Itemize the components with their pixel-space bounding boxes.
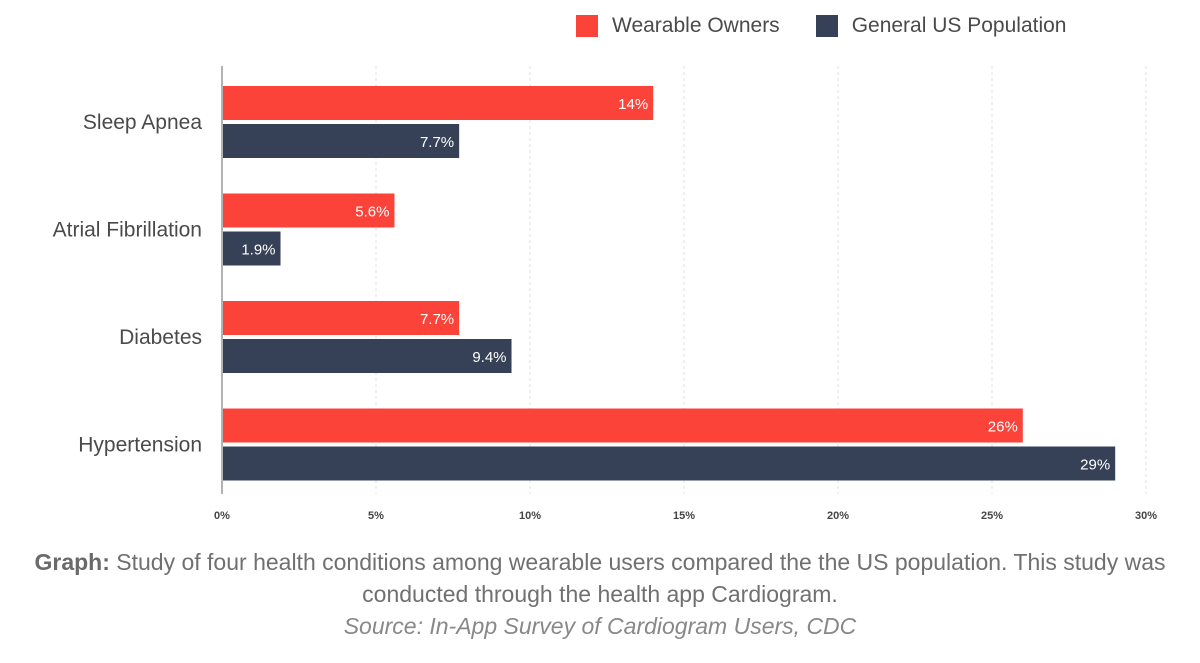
bar-value-label: 1.9% bbox=[241, 242, 275, 259]
y-category-label: Hypertension bbox=[78, 434, 202, 457]
caption-source: Source: In-App Survey of Cardiogram User… bbox=[343, 613, 857, 639]
bar-value-label: 26% bbox=[988, 419, 1018, 436]
legend-item-general-us-population: General US Population bbox=[815, 14, 1067, 38]
caption-lead: Graph: bbox=[34, 549, 110, 575]
bar bbox=[223, 339, 512, 373]
legend-label-general-us-population: General US Population bbox=[851, 14, 1067, 37]
bar-value-label: 14% bbox=[618, 96, 648, 113]
x-tick-label: 15% bbox=[673, 510, 695, 522]
x-tick-label: 0% bbox=[214, 510, 230, 522]
x-tick-label: 10% bbox=[519, 510, 541, 522]
bar-chart: 0% 5% 10% 15% 20% 25% 30% Sleep Apnea 14% 7.7% Atr… bbox=[53, 66, 1157, 522]
x-tick-label: 25% bbox=[981, 510, 1003, 522]
x-tick-label: 30% bbox=[1135, 510, 1157, 522]
caption-text: Study of four health conditions among we… bbox=[116, 549, 1166, 607]
legend-swatch-wearable-owners bbox=[576, 15, 598, 37]
y-category-label: Sleep Apnea bbox=[83, 111, 202, 134]
y-category-label: Atrial Fibrillation bbox=[53, 219, 202, 242]
legend-item-wearable-owners: Wearable Owners bbox=[576, 14, 780, 38]
bar-value-label: 7.7% bbox=[420, 134, 454, 151]
x-tick-label: 5% bbox=[368, 510, 384, 522]
legend-swatch-general-us-population bbox=[815, 15, 838, 37]
y-category-label: Diabetes bbox=[119, 326, 202, 349]
legend-label-wearable-owners: Wearable Owners bbox=[612, 14, 780, 37]
bar bbox=[223, 408, 1023, 443]
bar-value-label: 29% bbox=[1080, 457, 1110, 474]
bar bbox=[223, 301, 460, 335]
bar bbox=[223, 231, 281, 266]
caption: Graph: Study of four health conditions a… bbox=[0, 546, 1200, 642]
bar bbox=[223, 86, 654, 120]
bar-value-label: 9.4% bbox=[472, 349, 506, 366]
bar bbox=[223, 446, 1116, 481]
bar-value-label: 7.7% bbox=[420, 311, 454, 328]
legend: Wearable Owners General US Population bbox=[576, 14, 1103, 38]
bar bbox=[223, 124, 460, 158]
bar-value-label: 5.6% bbox=[355, 204, 389, 221]
x-tick-label: 20% bbox=[827, 510, 849, 522]
bar bbox=[223, 193, 395, 228]
caption-body: Graph: Study of four health conditions a… bbox=[0, 546, 1200, 610]
